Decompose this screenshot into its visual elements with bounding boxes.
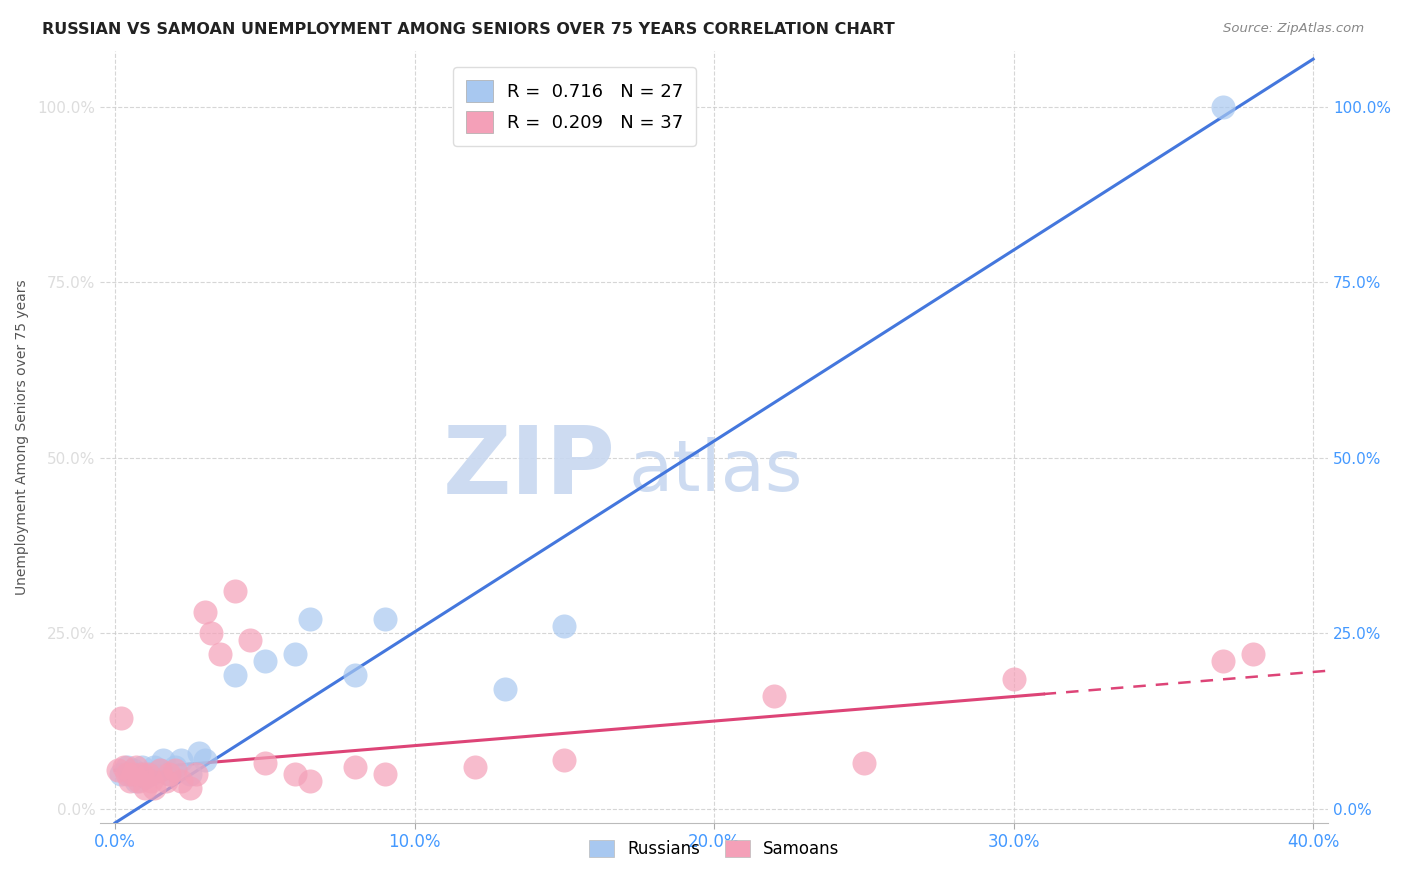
Point <box>494 682 516 697</box>
Point <box>139 773 162 788</box>
Point <box>131 760 153 774</box>
Point <box>165 763 187 777</box>
Point <box>194 753 217 767</box>
Point <box>200 626 222 640</box>
Text: ZIP: ZIP <box>443 422 616 514</box>
Point <box>143 760 166 774</box>
Point <box>149 763 172 777</box>
Point <box>179 780 201 795</box>
Point <box>149 763 172 777</box>
Point <box>763 690 786 704</box>
Point <box>125 760 148 774</box>
Point <box>152 753 174 767</box>
Legend: Russians, Samoans: Russians, Samoans <box>582 833 846 864</box>
Point <box>107 763 129 777</box>
Point <box>115 766 138 780</box>
Text: atlas: atlas <box>628 437 803 506</box>
Point <box>553 753 575 767</box>
Point <box>374 766 396 780</box>
Point <box>110 766 132 780</box>
Point <box>184 766 207 780</box>
Point <box>1241 648 1264 662</box>
Point <box>128 766 150 780</box>
Point <box>194 605 217 619</box>
Point <box>120 773 142 788</box>
Point <box>224 668 246 682</box>
Text: Source: ZipAtlas.com: Source: ZipAtlas.com <box>1223 22 1364 36</box>
Point <box>131 766 153 780</box>
Point <box>115 760 138 774</box>
Point <box>284 766 307 780</box>
Point <box>170 753 193 767</box>
Point <box>155 773 177 788</box>
Point <box>179 766 201 780</box>
Point <box>122 766 145 780</box>
Text: RUSSIAN VS SAMOAN UNEMPLOYMENT AMONG SENIORS OVER 75 YEARS CORRELATION CHART: RUSSIAN VS SAMOAN UNEMPLOYMENT AMONG SEN… <box>42 22 896 37</box>
Point <box>170 773 193 788</box>
Point <box>253 654 276 668</box>
Point <box>1002 672 1025 686</box>
Point <box>134 770 156 784</box>
Point <box>298 773 321 788</box>
Point <box>343 760 366 774</box>
Point <box>112 760 135 774</box>
Point <box>374 612 396 626</box>
Y-axis label: Unemployment Among Seniors over 75 years: Unemployment Among Seniors over 75 years <box>15 279 30 595</box>
Point <box>239 633 262 648</box>
Point <box>122 763 145 777</box>
Point <box>208 648 231 662</box>
Point <box>188 746 211 760</box>
Point <box>143 780 166 795</box>
Point <box>139 766 162 780</box>
Point <box>128 773 150 788</box>
Point <box>136 766 159 780</box>
Point <box>464 760 486 774</box>
Point <box>110 710 132 724</box>
Point <box>343 668 366 682</box>
Point <box>120 766 142 780</box>
Point <box>157 766 180 780</box>
Point <box>125 773 148 788</box>
Point <box>157 766 180 780</box>
Point <box>224 584 246 599</box>
Point <box>1212 654 1234 668</box>
Point <box>553 619 575 633</box>
Point <box>852 756 875 771</box>
Point <box>134 780 156 795</box>
Point <box>165 760 187 774</box>
Point <box>253 756 276 771</box>
Point <box>284 648 307 662</box>
Point <box>298 612 321 626</box>
Point <box>1212 100 1234 114</box>
